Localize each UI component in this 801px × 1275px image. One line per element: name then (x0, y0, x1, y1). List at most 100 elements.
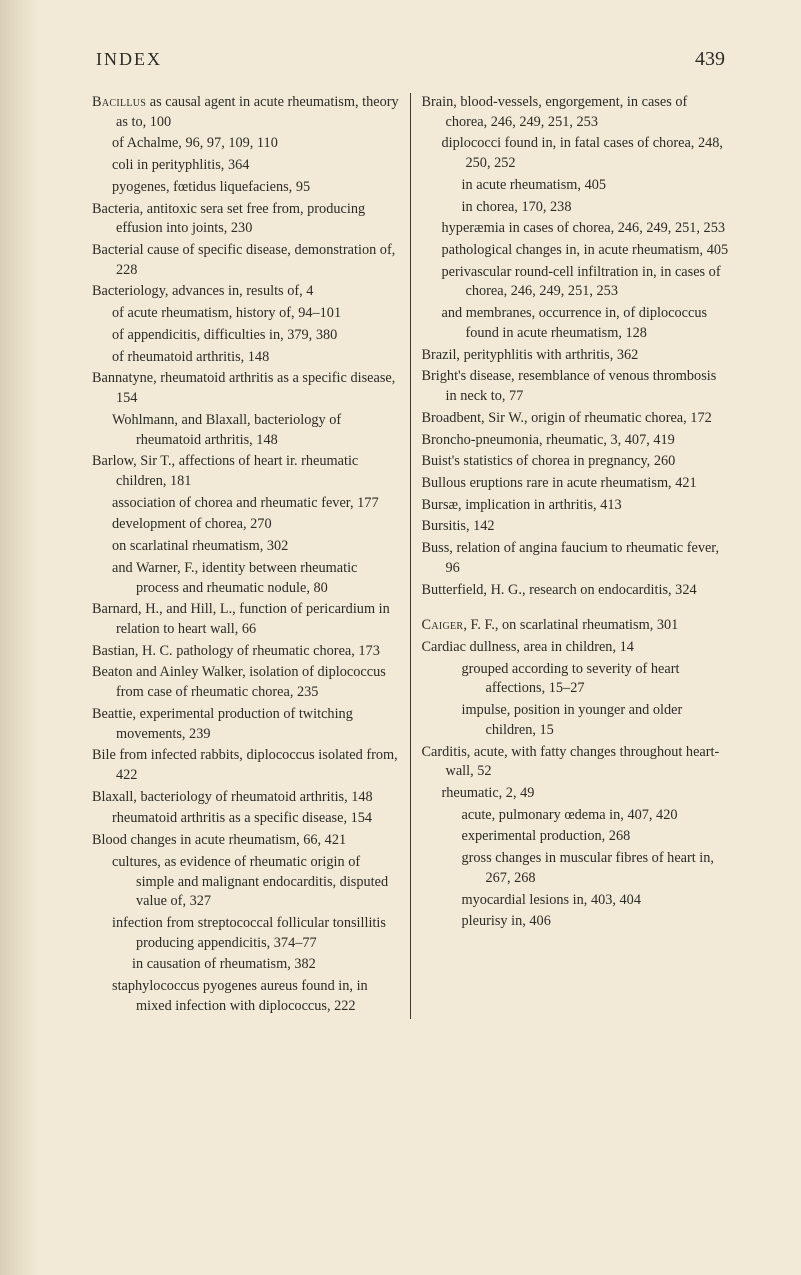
index-entry-text: Brazil, perityphlitis with arthritis, 36… (422, 346, 730, 366)
index-entry: Bile from infected rabbits, diplococcus … (92, 746, 400, 785)
page-number: 439 (695, 48, 725, 71)
index-entry-text: infection from streptococcal follicular … (92, 914, 400, 953)
index-entry: in acute rheumatism, 405 (422, 176, 730, 196)
index-entry: coli in perityphlitis, 364 (92, 156, 400, 176)
index-entry: experimental production, 268 (422, 827, 730, 847)
index-entry-text: Buss, relation of angina faucium to rheu… (422, 539, 730, 578)
index-entry-text: Beaton and Ainley Walker, isolation of d… (92, 663, 400, 702)
index-entry-text: association of chorea and rheumatic feve… (92, 494, 400, 514)
index-entry-text: development of chorea, 270 (92, 515, 400, 535)
index-entry: Brain, blood-vessels, engorgement, in ca… (422, 93, 730, 132)
index-entry: Bacteriology, advances in, results of, 4 (92, 282, 400, 302)
index-entry-text: coli in perityphlitis, 364 (92, 156, 400, 176)
index-entry: Beattie, experimental production of twit… (92, 705, 400, 744)
index-entry: pyogenes, fœtidus liquefaciens, 95 (92, 178, 400, 198)
index-entry: hyperæmia in cases of chorea, 246, 249, … (422, 219, 730, 239)
index-entry-text: in acute rheumatism, 405 (422, 176, 730, 196)
page-header: INDEX 439 (96, 48, 725, 71)
index-entry: rheumatic, 2, 49 (422, 784, 730, 804)
index-entry: pleurisy in, 406 (422, 912, 730, 932)
index-entry-text: Blood changes in acute rheumatism, 66, 4… (92, 831, 400, 851)
index-entry-text: experimental production, 268 (422, 827, 730, 847)
index-entry-text: Bannatyne, rheumatoid arthritis as a spe… (92, 369, 400, 408)
index-entry: Buss, relation of angina faucium to rheu… (422, 539, 730, 578)
entry-rest: as causal agent in acute rheumatism, the… (116, 94, 399, 130)
index-entry-text: staphylococcus pyogenes aureus found in,… (92, 977, 400, 1016)
index-entry-text: Bright's disease, resemblance of venous … (422, 367, 730, 406)
index-entry-text: Butterfield, H. G., research on endocard… (422, 581, 730, 601)
index-entry: of Achalme, 96, 97, 109, 110 (92, 134, 400, 154)
index-entry: Wohlmann, and Blaxall, bacteriology of r… (92, 411, 400, 450)
section-gap (422, 602, 730, 616)
index-entry: and membranes, occurrence in, of diploco… (422, 304, 730, 343)
index-entry: Bastian, H. C. pathology of rheumatic ch… (92, 642, 400, 662)
index-entry-text: impulse, position in younger and older c… (422, 701, 730, 740)
index-entry-text: Wohlmann, and Blaxall, bacteriology of r… (92, 411, 400, 450)
entry-rest: , F. F., on scarlatinal rheumatism, 301 (463, 617, 678, 633)
index-entry-text: Carditis, acute, with fatty changes thro… (422, 743, 730, 782)
index-entry: in causation of rheumatism, 382 (92, 955, 400, 975)
index-entry: Bursæ, implication in arthritis, 413 (422, 496, 730, 516)
index-entry-text: cultures, as evidence of rheumatic origi… (92, 853, 400, 912)
index-entry: Brazil, perityphlitis with arthritis, 36… (422, 346, 730, 366)
index-entry-text: Broncho-pneumonia, rheumatic, 3, 407, 41… (422, 431, 730, 451)
index-entry: Barnard, H., and Hill, L., function of p… (92, 600, 400, 639)
index-entry: pathological changes in, in acute rheuma… (422, 241, 730, 261)
index-entry: Bullous eruptions rare in acute rheumati… (422, 474, 730, 494)
index-entry: Caiger, F. F., on scarlatinal rheumatism… (422, 616, 730, 636)
index-entry: cultures, as evidence of rheumatic origi… (92, 853, 400, 912)
index-entry-text: pleurisy in, 406 (422, 912, 730, 932)
index-entry: Bacteria, antitoxic sera set free from, … (92, 200, 400, 239)
index-columns: Bacillus as causal agent in acute rheuma… (92, 93, 729, 1019)
index-entry: acute, pulmonary œdema in, 407, 420 (422, 806, 730, 826)
index-entry-text: Broadbent, Sir W., origin of rheumatic c… (422, 409, 730, 429)
index-entry: Broadbent, Sir W., origin of rheumatic c… (422, 409, 730, 429)
index-entry-text: Bastian, H. C. pathology of rheumatic ch… (92, 642, 400, 662)
index-entry-text: Bile from infected rabbits, diplococcus … (92, 746, 400, 785)
index-entry-text: of Achalme, 96, 97, 109, 110 (92, 134, 400, 154)
index-entry: Broncho-pneumonia, rheumatic, 3, 407, 41… (422, 431, 730, 451)
index-entry: Buist's statistics of chorea in pregnanc… (422, 452, 730, 472)
index-entry: Cardiac dullness, area in children, 14 (422, 638, 730, 658)
index-entry-text: of acute rheumatism, history of, 94–101 (92, 304, 400, 324)
index-entry-text: Bacteriology, advances in, results of, 4 (92, 282, 400, 302)
entry-lead-smallcaps: Bacillus (92, 94, 146, 110)
index-entry-text: Bullous eruptions rare in acute rheumati… (422, 474, 730, 494)
index-entry-text: Barnard, H., and Hill, L., function of p… (92, 600, 400, 639)
index-entry-text: Cardiac dullness, area in children, 14 (422, 638, 730, 658)
index-entry-text: Bacterial cause of specific disease, dem… (92, 241, 400, 280)
index-entry-text: pyogenes, fœtidus liquefaciens, 95 (92, 178, 400, 198)
index-entry: grouped according to severity of heart a… (422, 660, 730, 699)
index-entry: gross changes in muscular fibres of hear… (422, 849, 730, 888)
index-entry-text: in chorea, 170, 238 (422, 198, 730, 218)
index-entry: and Warner, F., identity between rheumat… (92, 559, 400, 598)
index-entry: of acute rheumatism, history of, 94–101 (92, 304, 400, 324)
index-entry: myocardial lesions in, 403, 404 (422, 891, 730, 911)
index-entry: rheumatoid arthritis as a specific disea… (92, 809, 400, 829)
index-entry-text: myocardial lesions in, 403, 404 (422, 891, 730, 911)
index-entry: Bright's disease, resemblance of venous … (422, 367, 730, 406)
index-entry: Bannatyne, rheumatoid arthritis as a spe… (92, 369, 400, 408)
index-entry: staphylococcus pyogenes aureus found in,… (92, 977, 400, 1016)
index-entry-text: rheumatoid arthritis as a specific disea… (92, 809, 400, 829)
index-entry-text: of rheumatoid arthritis, 148 (92, 348, 400, 368)
index-entry: Carditis, acute, with fatty changes thro… (422, 743, 730, 782)
index-entry-text: in causation of rheumatism, 382 (92, 955, 400, 975)
page: INDEX 439 Bacillus as causal agent in ac… (0, 0, 801, 1275)
index-entry-text: Brain, blood-vessels, engorgement, in ca… (422, 93, 730, 132)
index-entry: impulse, position in younger and older c… (422, 701, 730, 740)
index-entry-text: Bacillus as causal agent in acute rheuma… (92, 93, 400, 132)
index-entry: association of chorea and rheumatic feve… (92, 494, 400, 514)
index-entry: infection from streptococcal follicular … (92, 914, 400, 953)
index-entry: of appendicitis, difficulties in, 379, 3… (92, 326, 400, 346)
index-entry: on scarlatinal rheumatism, 302 (92, 537, 400, 557)
index-entry: Beaton and Ainley Walker, isolation of d… (92, 663, 400, 702)
index-entry-text: Bursitis, 142 (422, 517, 730, 537)
index-entry-text: rheumatic, 2, 49 (422, 784, 730, 804)
index-entry-text: on scarlatinal rheumatism, 302 (92, 537, 400, 557)
index-entry-text: diplococci found in, in fatal cases of c… (422, 134, 730, 173)
index-entry: Bacillus as causal agent in acute rheuma… (92, 93, 400, 132)
index-entry-text: Buist's statistics of chorea in pregnanc… (422, 452, 730, 472)
index-entry: Blaxall, bacteriology of rheumatoid arth… (92, 788, 400, 808)
index-entry-text: Bursæ, implication in arthritis, 413 (422, 496, 730, 516)
